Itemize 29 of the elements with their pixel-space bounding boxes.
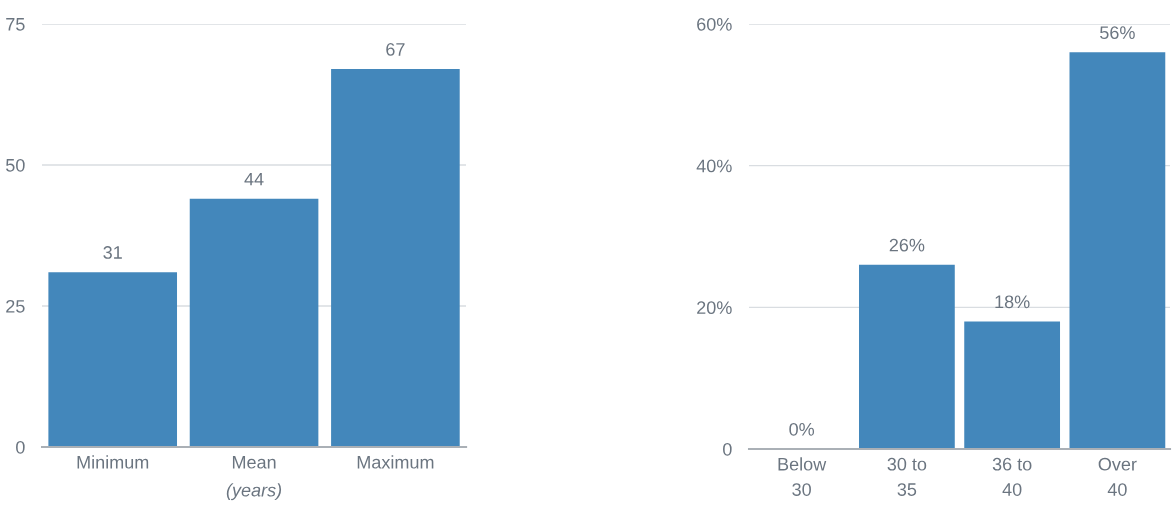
data-label: 31	[103, 246, 122, 259]
bar	[964, 321, 1061, 449]
bar	[331, 69, 460, 448]
y-tick-label: 50	[6, 158, 25, 172]
y-tick-label: 40%	[696, 159, 732, 173]
data-label: 44	[244, 172, 264, 186]
x-tick-label: Maximum	[357, 455, 434, 469]
data-label: 18%	[995, 295, 1030, 309]
y-tick-label: 0	[16, 440, 25, 454]
y-tick-label: 0	[723, 442, 732, 456]
x-tick-label: Mean	[232, 456, 276, 469]
x-tick-label: 36 to 40	[992, 457, 1032, 496]
x-tick-label: 30 to 35	[887, 457, 927, 496]
data-label: 56%	[1100, 26, 1135, 40]
data-label: 67	[386, 43, 405, 56]
bar	[189, 198, 319, 448]
bar	[1069, 52, 1166, 449]
data-label: 0%	[789, 422, 815, 436]
bar	[48, 272, 178, 448]
x-tick-label: Below 30	[778, 457, 827, 496]
x-axis-title: (years)	[226, 483, 282, 501]
y-tick-label: 60%	[697, 17, 732, 31]
y-tick-label: 20%	[697, 301, 732, 315]
bar	[859, 264, 955, 449]
y-tick-label: 25	[6, 299, 25, 313]
x-tick-label: Minimum	[77, 455, 149, 469]
data-label: 26%	[889, 238, 925, 252]
x-tick-label: Over 40	[1098, 457, 1137, 496]
y-tick-label: 75	[6, 18, 25, 31]
